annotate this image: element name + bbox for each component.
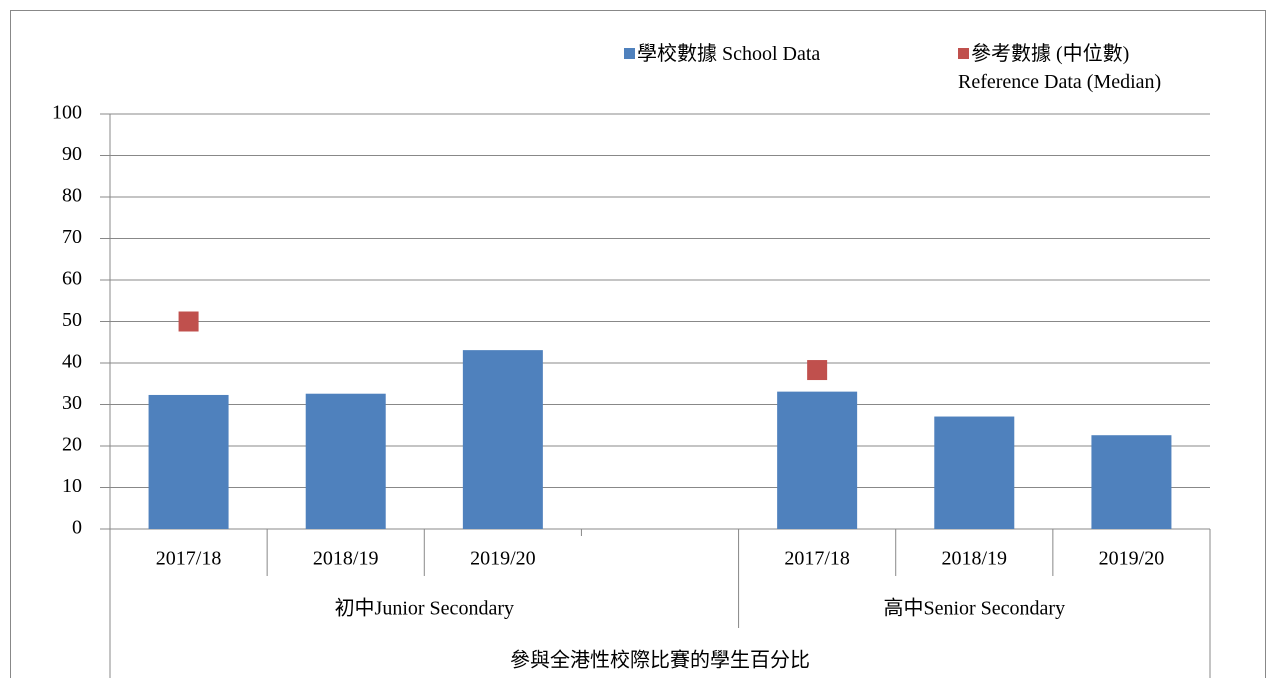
group-label: 初中Junior Secondary <box>335 597 514 620</box>
group-label: 高中Senior Secondary <box>883 597 1065 620</box>
y-tick-label: 20 <box>62 434 82 456</box>
bar <box>934 416 1015 529</box>
bar <box>305 393 386 529</box>
marker <box>178 311 199 332</box>
y-tick-label: 80 <box>62 185 82 207</box>
x-tick-label: 2017/18 <box>784 548 850 570</box>
legend-item: 參考數據 (中位數) Reference Data (Median) <box>958 40 1208 96</box>
y-tick-label: 60 <box>62 268 82 290</box>
bar <box>1091 435 1172 529</box>
legend-swatch <box>958 48 969 59</box>
legend-swatch <box>624 48 635 59</box>
y-tick-label: 90 <box>62 143 82 165</box>
marker <box>807 360 828 381</box>
legend-label: 參考數據 (中位數) Reference Data (Median) <box>958 43 1162 93</box>
x-tick-label: 2018/19 <box>942 548 1008 570</box>
x-tick-label: 2018/19 <box>313 548 379 570</box>
y-tick-label: 0 <box>72 517 82 539</box>
bar <box>777 391 858 529</box>
x-axis-label: 參與全港性校際比賽的學生百分比 <box>510 649 810 672</box>
y-tick-label: 30 <box>62 392 82 414</box>
legend-label: 學校數據 School Data <box>637 43 821 65</box>
legend-item: 學校數據 School Data <box>624 40 820 68</box>
x-tick-label: 2019/20 <box>1099 548 1165 570</box>
x-tick-label: 2017/18 <box>156 548 222 570</box>
y-tick-label: 40 <box>62 351 82 373</box>
y-tick-label: 100 <box>52 102 82 124</box>
y-tick-label: 50 <box>62 309 82 331</box>
bar <box>148 394 229 529</box>
bar <box>462 350 543 529</box>
chart-border <box>10 10 1266 678</box>
x-tick-label: 2019/20 <box>470 548 536 570</box>
y-tick-label: 10 <box>62 475 82 497</box>
y-tick-label: 70 <box>62 226 82 248</box>
